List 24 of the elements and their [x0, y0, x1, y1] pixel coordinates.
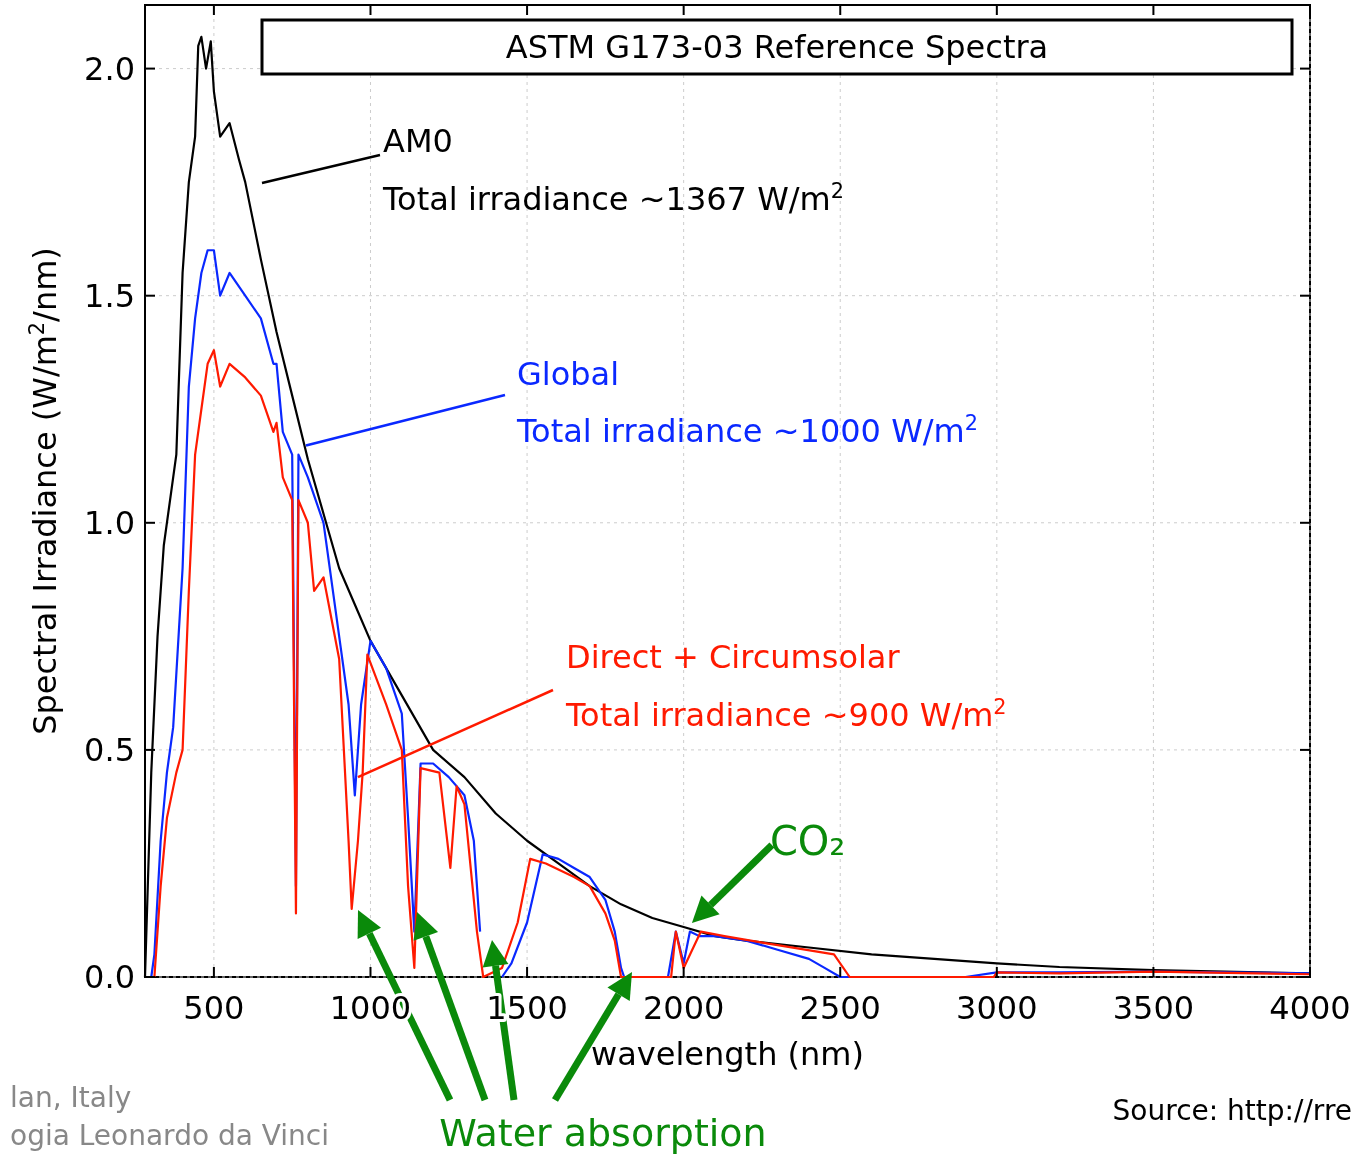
y-tick-label: 0.0	[84, 958, 135, 996]
text: lan, Italy	[10, 1081, 132, 1114]
text: AM0	[383, 122, 453, 160]
y-tick-label: 1.5	[84, 276, 135, 315]
text: ogia Leonardo da Vinci	[10, 1119, 330, 1152]
x-tick-label: 3500	[1112, 989, 1195, 1027]
text: ASTM G173-03 Reference Spectra	[505, 28, 1049, 66]
x-tick-label: 3000	[956, 989, 1038, 1027]
y-tick-label: 2.0	[84, 49, 135, 88]
text: Global	[517, 355, 620, 393]
source-note: Source: http://rre	[1112, 1094, 1352, 1127]
y-tick-label: 1.0	[84, 503, 135, 542]
y-tick-label: 0.5	[84, 730, 135, 769]
text: Water absorption	[439, 1111, 767, 1155]
x-axis-title: wavelength (nm)	[591, 1035, 864, 1073]
x-tick-label: 4000	[1269, 989, 1351, 1027]
annotation: Total irradiance ~1367 W/m$^{2}$	[382, 179, 844, 218]
annotation: Total irradiance ~1000 W/m$^{2}$	[516, 411, 978, 450]
x-tick-label: 2000	[642, 989, 725, 1027]
annotation: Total irradiance ~900 W/m$^{2}$	[565, 695, 1007, 734]
text: Direct + Circumsolar	[566, 638, 901, 676]
x-tick-label: 500	[183, 989, 245, 1027]
annotation: CO₂	[769, 818, 846, 865]
x-tick-label: 2500	[799, 989, 881, 1027]
